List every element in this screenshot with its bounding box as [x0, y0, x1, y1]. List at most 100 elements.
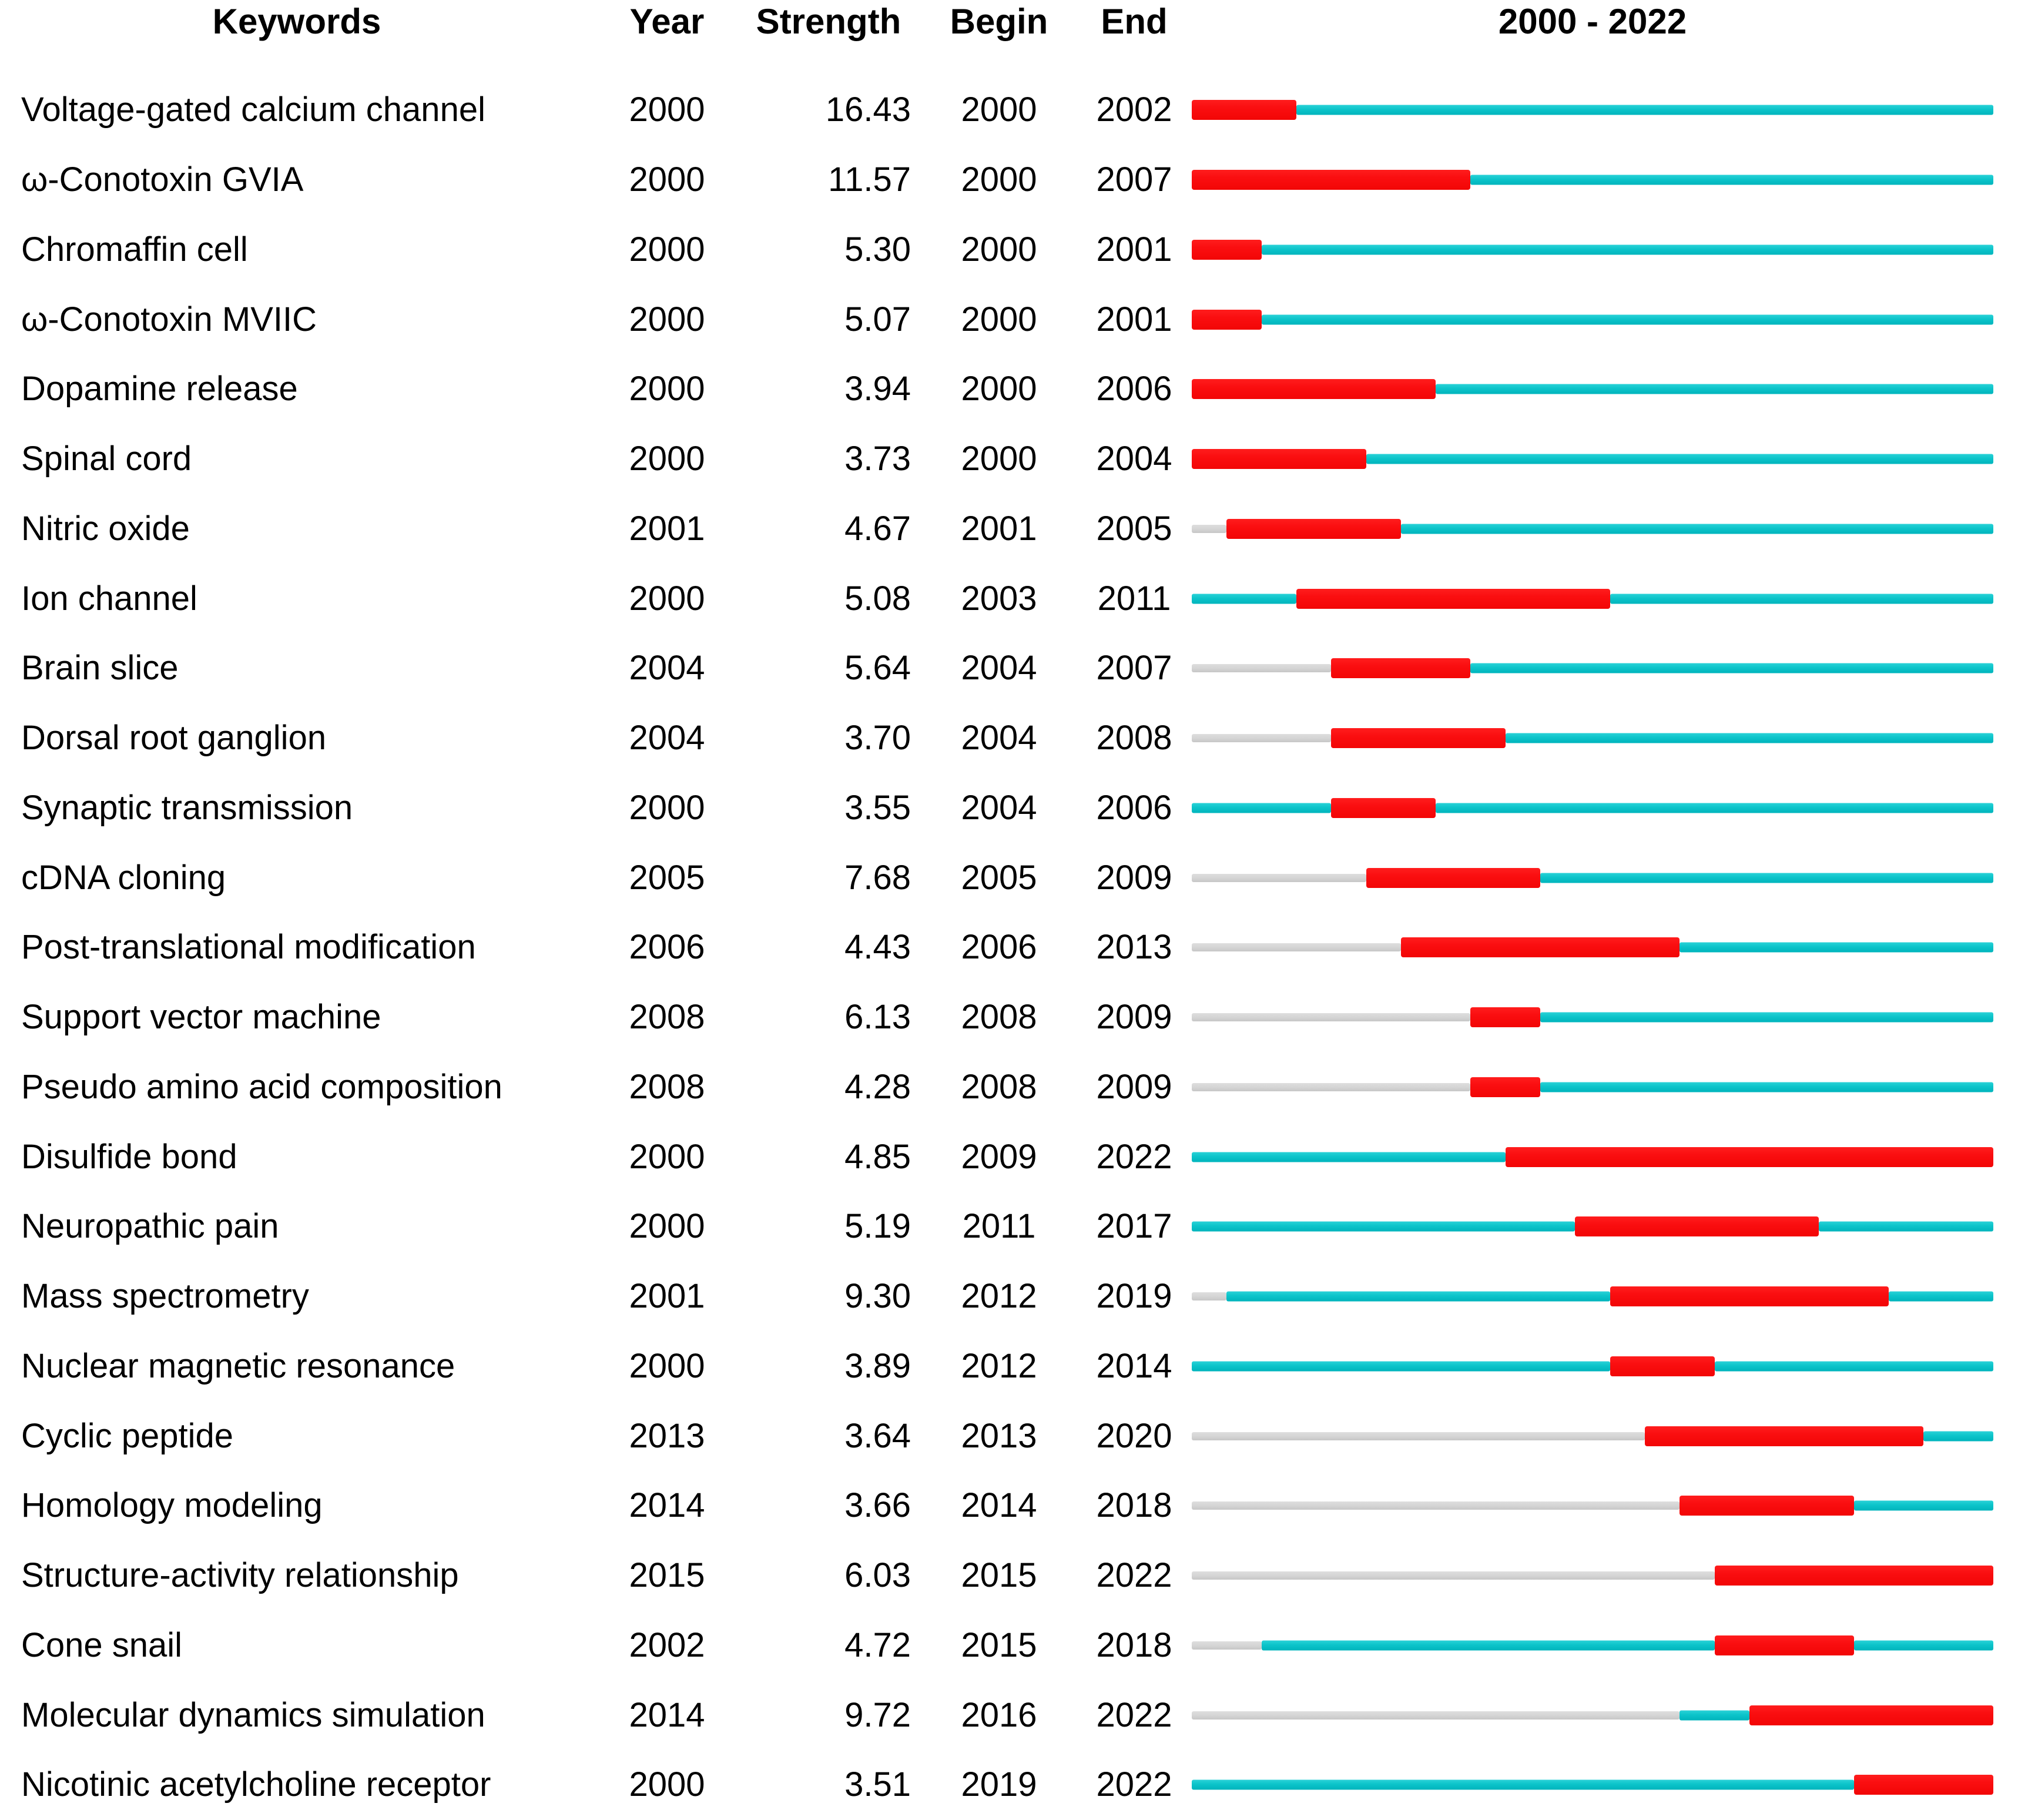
- burst-timeline-track: [1192, 1496, 1993, 1516]
- table-row: Homology modeling 2014 3.66 2014 2018: [0, 1471, 2018, 1541]
- strength-cell: 3.66: [844, 1486, 911, 1525]
- header-timeline-range: 2000 - 2022: [1498, 2, 1687, 41]
- begin-cell: 2000: [961, 91, 1037, 129]
- active-segment: [1261, 244, 1993, 255]
- active-segment: [1505, 733, 1993, 743]
- timeline-cell: [1187, 1635, 2018, 1655]
- burst-timeline-track: [1192, 1147, 1993, 1167]
- begin-cell: 2009: [961, 1137, 1037, 1176]
- burst-timeline-track: [1192, 1286, 1993, 1307]
- active-segment: [1680, 1710, 1749, 1721]
- begin-cell: 2013: [961, 1416, 1037, 1455]
- year-cell: 2015: [629, 1556, 705, 1595]
- pre-burst-segment: [1192, 1013, 1471, 1022]
- burst-segment: [1680, 1496, 1854, 1516]
- end-cell: 2007: [1096, 160, 1172, 199]
- timeline-cell: [1187, 797, 2018, 818]
- burst-segment: [1853, 1775, 1993, 1795]
- burst-segment: [1505, 1147, 1993, 1167]
- header-begin: Begin: [950, 2, 1048, 41]
- active-segment: [1680, 942, 1993, 953]
- burst-segment: [1192, 379, 1436, 400]
- pre-burst-segment: [1192, 1571, 1715, 1580]
- timeline-cell: [1187, 1705, 2018, 1725]
- timeline-cell: [1187, 728, 2018, 749]
- table-row: Molecular dynamics simulation 2014 9.72 …: [0, 1680, 2018, 1750]
- keyword-cell: Neuropathic pain: [21, 1207, 279, 1246]
- header-end: End: [1101, 2, 1168, 41]
- active-segment: [1540, 873, 1993, 883]
- keyword-cell: Structure-activity relationship: [21, 1556, 459, 1595]
- year-cell: 2013: [629, 1416, 705, 1455]
- strength-cell: 5.30: [844, 230, 911, 269]
- year-cell: 2000: [629, 1207, 705, 1246]
- begin-cell: 2000: [961, 370, 1037, 408]
- end-cell: 2009: [1096, 1067, 1172, 1106]
- year-cell: 2004: [629, 649, 705, 688]
- active-segment: [1192, 594, 1296, 604]
- keyword-cell: Pseudo amino acid composition: [21, 1067, 502, 1106]
- strength-cell: 3.94: [844, 370, 911, 408]
- table-row: Cyclic peptide 2013 3.64 2013 2020: [0, 1401, 2018, 1471]
- burst-segment: [1575, 1216, 1819, 1237]
- table-row: Pseudo amino acid composition 2008 4.28 …: [0, 1053, 2018, 1122]
- table-row: Support vector machine 2008 6.13 2008 20…: [0, 983, 2018, 1053]
- year-cell: 2001: [629, 509, 705, 548]
- year-cell: 2002: [629, 1625, 705, 1664]
- timeline-cell: [1187, 1077, 2018, 1097]
- timeline-cell: [1187, 1216, 2018, 1237]
- burst-timeline-track: [1192, 1775, 1993, 1795]
- burst-segment: [1192, 449, 1366, 470]
- burst-timeline-track: [1192, 1426, 1993, 1446]
- burst-timeline-track: [1192, 588, 1993, 609]
- table-row: Post-translational modification 2006 4.4…: [0, 913, 2018, 983]
- header-keywords: Keywords: [212, 2, 381, 41]
- keyword-cell: Chromaffin cell: [21, 230, 248, 269]
- year-cell: 2000: [629, 160, 705, 199]
- begin-cell: 2004: [961, 788, 1037, 827]
- active-segment: [1296, 105, 1993, 115]
- timeline-cell: [1187, 518, 2018, 539]
- active-segment: [1436, 803, 1993, 813]
- timeline-cell: [1187, 379, 2018, 400]
- begin-cell: 2003: [961, 579, 1037, 618]
- end-cell: 2007: [1096, 649, 1172, 688]
- burst-timeline-track: [1192, 309, 1993, 330]
- keyword-cell: Dorsal root ganglion: [21, 719, 327, 758]
- pre-burst-segment: [1192, 1082, 1471, 1091]
- burst-segment: [1714, 1566, 1993, 1586]
- keyword-cell: ω-Conotoxin MVIIC: [21, 300, 317, 338]
- burst-segment: [1714, 1635, 1854, 1655]
- timeline-cell: [1187, 449, 2018, 470]
- pre-burst-segment: [1192, 664, 1332, 673]
- keyword-cell: Post-translational modification: [21, 928, 476, 967]
- table-row: Nuclear magnetic resonance 2000 3.89 201…: [0, 1332, 2018, 1402]
- strength-cell: 4.72: [844, 1625, 911, 1664]
- keyword-cell: Homology modeling: [21, 1486, 323, 1525]
- burst-timeline-track: [1192, 1705, 1993, 1725]
- begin-cell: 2015: [961, 1625, 1037, 1664]
- strength-cell: 3.73: [844, 440, 911, 478]
- begin-cell: 2000: [961, 440, 1037, 478]
- active-segment: [1470, 175, 1993, 185]
- begin-cell: 2012: [961, 1277, 1037, 1316]
- year-cell: 2004: [629, 719, 705, 758]
- table-row: Mass spectrometry 2001 9.30 2012 2019: [0, 1262, 2018, 1332]
- pre-burst-segment: [1192, 1711, 1680, 1720]
- burst-timeline-track: [1192, 1216, 1993, 1237]
- pre-burst-segment: [1192, 1641, 1262, 1650]
- end-cell: 2008: [1096, 719, 1172, 758]
- table-row: ω-Conotoxin GVIA 2000 11.57 2000 2007: [0, 145, 2018, 215]
- burst-segment: [1226, 518, 1401, 539]
- pre-burst-segment: [1192, 1432, 1645, 1440]
- begin-cell: 2008: [961, 1067, 1037, 1106]
- timeline-cell: [1187, 1286, 2018, 1307]
- active-segment: [1226, 1291, 1610, 1302]
- burst-timeline-track: [1192, 937, 1993, 958]
- burst-segment: [1192, 239, 1262, 260]
- keyword-cell: Cyclic peptide: [21, 1416, 234, 1455]
- burst-segment: [1192, 170, 1471, 190]
- active-segment: [1889, 1291, 1993, 1302]
- strength-cell: 16.43: [825, 91, 911, 129]
